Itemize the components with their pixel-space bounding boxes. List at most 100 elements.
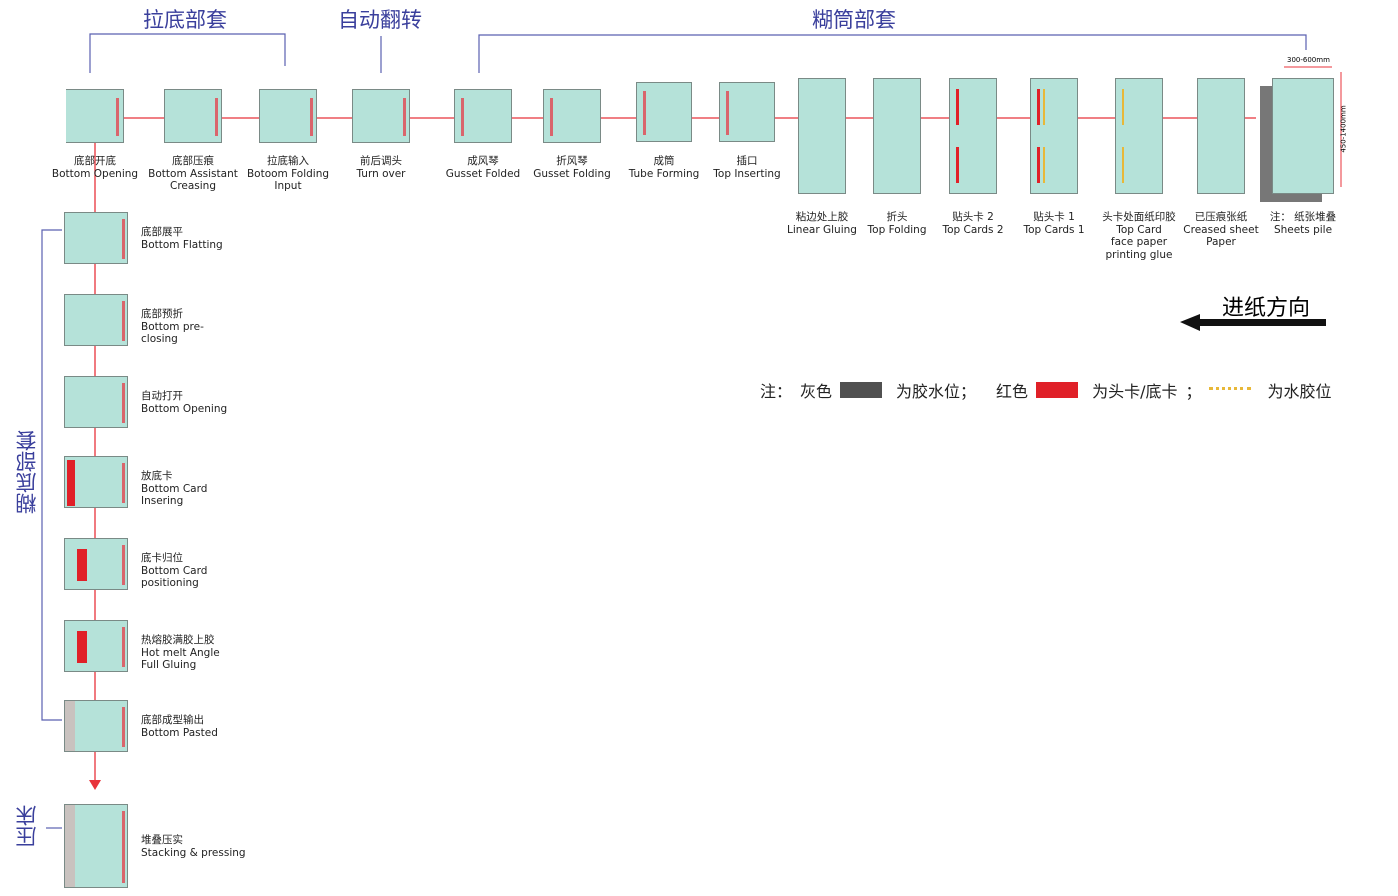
step-label-en: Insering [141, 495, 184, 507]
step-label-cn: 已压痕张纸 [1194, 211, 1248, 223]
step-label-en: face paper [1110, 236, 1168, 248]
legend-gray-means: 为胶水位； [896, 382, 977, 401]
step-label: 拉底输入 Botoom Folding Input [228, 155, 348, 193]
step-panel [64, 294, 128, 346]
red-swatch [1036, 382, 1079, 398]
step-label-en: Paper [1206, 236, 1236, 248]
legend: 注： 灰色 为胶水位； 红色 为头卡/底卡 ； 为水胶位 [760, 378, 1332, 402]
step-label-cn: 底部预折 [141, 308, 183, 320]
step-label-en: Bottom pre- [141, 320, 204, 333]
step-label: 折风琴 Gusset Folding [512, 155, 632, 180]
step-panel [1272, 78, 1334, 194]
legend-red-means: 为头卡/底卡 [1092, 382, 1178, 401]
step-label: 粘边处上胶 Linear Gluing [762, 211, 882, 236]
glue-mark [122, 707, 125, 747]
step-panel [352, 89, 410, 143]
feed-direction-label: 进纸方向 [1222, 296, 1311, 321]
step-panel [64, 700, 128, 752]
step-label: 热熔胶满胶上胶 Hot melt Angle Full Gluing [141, 634, 220, 672]
step-panel [64, 376, 128, 428]
step-label-en: Top Cards 2 [942, 223, 1004, 236]
bracket-bottom-glue [41, 229, 62, 721]
legend-note: 注： [760, 382, 793, 401]
step-label-en: Top Cards 1 [1023, 223, 1085, 236]
step-panel [64, 538, 128, 590]
step-label-en: positioning [141, 577, 199, 589]
glue-mark [461, 98, 464, 136]
step-label-cn: 热熔胶满胶上胶 [141, 634, 215, 646]
step-panel [64, 620, 128, 672]
step-label-cn: 插口 [736, 155, 758, 167]
step-label-en: printing glue [1105, 248, 1173, 261]
step-label-en: Bottom Opening [51, 167, 139, 180]
glue-flap [65, 805, 75, 887]
legend-red: 红色 [996, 382, 1029, 401]
legend-gray: 灰色 [800, 382, 833, 401]
bracket-tube-glue [478, 34, 1307, 73]
legend-yellow-means: 为水胶位 [1267, 382, 1332, 401]
step-label-en: Gusset Folded [445, 167, 521, 180]
width-dimension: 300-600mm [1287, 56, 1330, 64]
step-label-en: Bottom Card [141, 482, 208, 495]
height-dimension: 450-1400mm [1339, 105, 1348, 153]
section-tube-glue: 糊筒部套 [812, 8, 896, 32]
step-label: 头卡处面纸印胶 Top Card face paper printing glue [1079, 211, 1199, 261]
step-panel [636, 82, 692, 142]
bottom-card-mark [77, 631, 87, 663]
step-label-en: Bottom Pasted [141, 726, 218, 739]
step-label: 放底卡 Bottom Card Insering [141, 470, 207, 508]
step-label-en: Botoom Folding [246, 167, 330, 180]
glue-mark [122, 463, 125, 503]
step-label-en: Bottom Opening [141, 402, 228, 415]
step-label: 已压痕张纸 Creased sheet Paper [1161, 211, 1281, 249]
step-label-cn: 折风琴 [556, 155, 588, 167]
step-label-cn: 放底卡 [141, 470, 173, 482]
step-panel [164, 89, 222, 143]
step-label: 底部压痕 Bottom Assistant Creasing [133, 155, 253, 193]
water-glue-mark [1043, 89, 1045, 125]
step-label-cn: 注： 纸张堆叠 [1269, 211, 1337, 223]
step-panel [66, 89, 124, 143]
step-panel [798, 78, 846, 194]
step-label-cn: 头卡处面纸印胶 [1102, 211, 1176, 223]
step-label-cn: 成风琴 [467, 155, 499, 167]
step-label: 堆叠压实 Stacking & pressing [141, 834, 246, 859]
top-card-mark [1037, 147, 1040, 183]
step-label-en: Gusset Folding [533, 167, 611, 180]
step-label-en: closing [141, 333, 178, 345]
step-label-en: Bottom Flatting [141, 238, 223, 251]
step-panel [543, 89, 601, 143]
water-glue-mark [1043, 147, 1045, 183]
step-label-en: Tube Forming [628, 167, 700, 180]
step-label-en: Sheets pile [1273, 223, 1333, 236]
step-panel [873, 78, 921, 194]
step-label: 折头 Top Folding [837, 211, 957, 236]
step-label-en: Creased sheet [1183, 223, 1259, 236]
glue-mark [122, 545, 125, 585]
top-card-mark [956, 89, 959, 125]
step-label-cn: 自动打开 [141, 390, 183, 402]
step-panel [64, 456, 128, 508]
step-label-cn: 折头 [886, 211, 908, 223]
step-label: 插口 Top Inserting [687, 155, 807, 180]
glue-mark [643, 91, 646, 135]
step-panel [64, 804, 128, 888]
glue-mark [122, 219, 125, 259]
step-label-cn: 底部压痕 [172, 155, 214, 167]
water-glue-mark [1122, 147, 1124, 183]
step-panel [719, 82, 775, 142]
section-auto-flip: 自动翻转 [338, 8, 422, 32]
step-label: 底卡归位 Bottom Card positioning [141, 552, 207, 590]
step-label: 底部展平 Bottom Flatting [141, 226, 223, 251]
step-label: 贴头卡 2 Top Cards 2 [913, 211, 1033, 236]
section-pull-bottom: 拉底部套 [143, 8, 227, 32]
step-label: 底部预折 Bottom pre-closing [141, 308, 204, 346]
legend-sep: ； [1185, 382, 1202, 401]
step-label-en: Top Card [1116, 223, 1162, 236]
step-panel [259, 89, 317, 143]
step-label-en: Hot melt Angle [141, 646, 220, 659]
step-label-en: Bottom Card [141, 564, 208, 577]
step-label-en: Bottom Assistant [148, 167, 238, 180]
step-label-cn: 拉底输入 [267, 155, 309, 167]
step-label: 底部开底 Bottom Opening [35, 155, 155, 180]
